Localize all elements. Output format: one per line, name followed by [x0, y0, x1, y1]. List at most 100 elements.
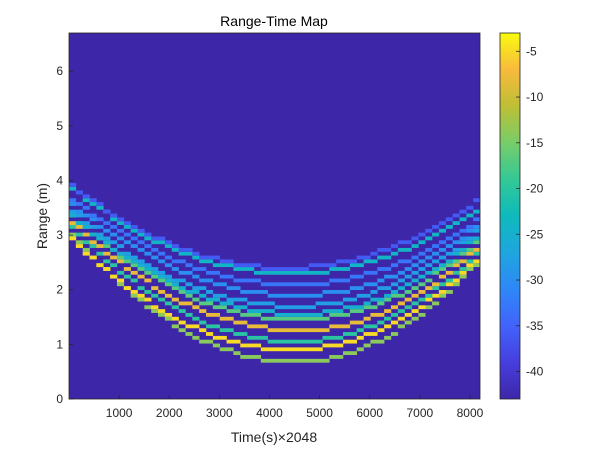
heatmap-cell [240, 267, 248, 271]
heatmap-cell [233, 278, 241, 283]
heatmap-cell [390, 244, 399, 248]
heatmap-cell [123, 267, 131, 271]
heatmap-cell [185, 332, 193, 336]
heatmap-cell [69, 209, 77, 214]
heatmap-cell [158, 251, 166, 256]
heatmap-cell [432, 267, 440, 271]
heatmap-cell [206, 332, 214, 336]
heatmap-cell [459, 251, 467, 256]
heatmap-cell [158, 240, 166, 245]
heatmap-cell [315, 293, 323, 298]
heatmap-cell [185, 290, 193, 294]
heatmap-cell [438, 293, 447, 298]
x-tick-label: 6000 [356, 406, 383, 420]
heatmap-cell [192, 251, 200, 256]
heatmap-cell [96, 251, 104, 256]
heatmap-cell [370, 259, 378, 264]
heatmap-cell [123, 286, 131, 291]
heatmap-cell [452, 270, 460, 275]
heatmap-cell [219, 274, 227, 279]
heatmap-cell [82, 240, 90, 245]
heatmap-cell [473, 236, 481, 241]
heatmap-cell [356, 286, 364, 291]
heatmap-cell [89, 202, 97, 206]
heatmap-cell [384, 293, 392, 298]
heatmap-cell [199, 320, 207, 325]
heatmap-cell [329, 301, 337, 306]
heatmap-cell [425, 228, 433, 233]
heatmap-cell [281, 305, 289, 310]
heatmap-cell [226, 274, 234, 279]
heatmap-cell [425, 247, 433, 252]
heatmap-cell [322, 270, 330, 275]
heatmap-cell [377, 339, 385, 344]
heatmap-cell [384, 324, 392, 329]
heatmap-cell [452, 213, 460, 218]
heatmap-cell [178, 259, 186, 264]
heatmap-cell [267, 328, 275, 333]
heatmap-cell [288, 358, 296, 363]
heatmap-cell [82, 251, 90, 256]
heatmap-cell [253, 343, 262, 348]
heatmap-cell [363, 270, 371, 275]
heatmap-cell [295, 293, 303, 298]
heatmap-cell [473, 259, 481, 264]
heatmap-cell [349, 320, 357, 325]
heatmap-cell [212, 282, 220, 287]
heatmap-cell [253, 355, 262, 359]
heatmap-cell [288, 316, 296, 321]
heatmap-cell [240, 332, 248, 336]
y-tick-label: 1 [56, 337, 63, 351]
heatmap-cell [329, 290, 337, 294]
heatmap-cell [404, 312, 412, 317]
heatmap-cell [397, 286, 405, 291]
heatmap-cell [164, 301, 173, 306]
heatmap-cell [295, 339, 303, 344]
heatmap-cell [308, 263, 316, 268]
heatmap-cell [473, 228, 481, 233]
heatmap-cell [390, 290, 399, 294]
heatmap-cell [432, 301, 440, 306]
heatmap-cell [295, 282, 303, 287]
heatmap-cell [240, 312, 248, 317]
heatmap-cell [308, 312, 316, 317]
heatmap-cell [116, 255, 125, 260]
heatmap-cell [418, 232, 426, 237]
heatmap-cell [158, 309, 166, 313]
heatmap-cell [281, 358, 289, 363]
heatmap-cell [267, 309, 275, 313]
heatmap-cell [89, 198, 97, 203]
heatmap-cell [349, 339, 357, 344]
colorbar-tick-label: -25 [526, 227, 544, 241]
heatmap-cell [411, 236, 419, 241]
heatmap-cell [247, 309, 255, 313]
heatmap-cell [267, 347, 275, 352]
heatmap-cell [452, 278, 460, 283]
heatmap-cell [404, 282, 412, 287]
y-tick-label: 6 [56, 64, 63, 78]
heatmap-cell [158, 270, 166, 275]
heatmap-cell [260, 267, 268, 271]
heatmap-cell [322, 358, 330, 363]
heatmap-cell [144, 278, 152, 283]
heatmap-cell [384, 267, 392, 271]
heatmap-cell [96, 202, 104, 206]
heatmap-cell [384, 255, 392, 260]
heatmap-cell [219, 316, 227, 321]
y-tick-label: 4 [56, 173, 63, 187]
heatmap-cell [473, 240, 481, 245]
heatmap-cell [425, 270, 433, 275]
heatmap-cell [445, 217, 453, 222]
heatmap-cell [171, 316, 179, 321]
heatmap-cell [466, 228, 474, 233]
heatmap-cell [206, 339, 214, 344]
heatmap-cell [459, 270, 467, 275]
heatmap-cell [404, 274, 412, 279]
heatmap-cell [356, 328, 364, 333]
heatmap-cell [390, 263, 399, 268]
heatmap-cell [240, 278, 248, 283]
heatmap-cell [329, 324, 337, 329]
heatmap-cell [329, 355, 337, 359]
heatmap-cell [452, 247, 460, 252]
heatmap-cell [185, 251, 193, 256]
